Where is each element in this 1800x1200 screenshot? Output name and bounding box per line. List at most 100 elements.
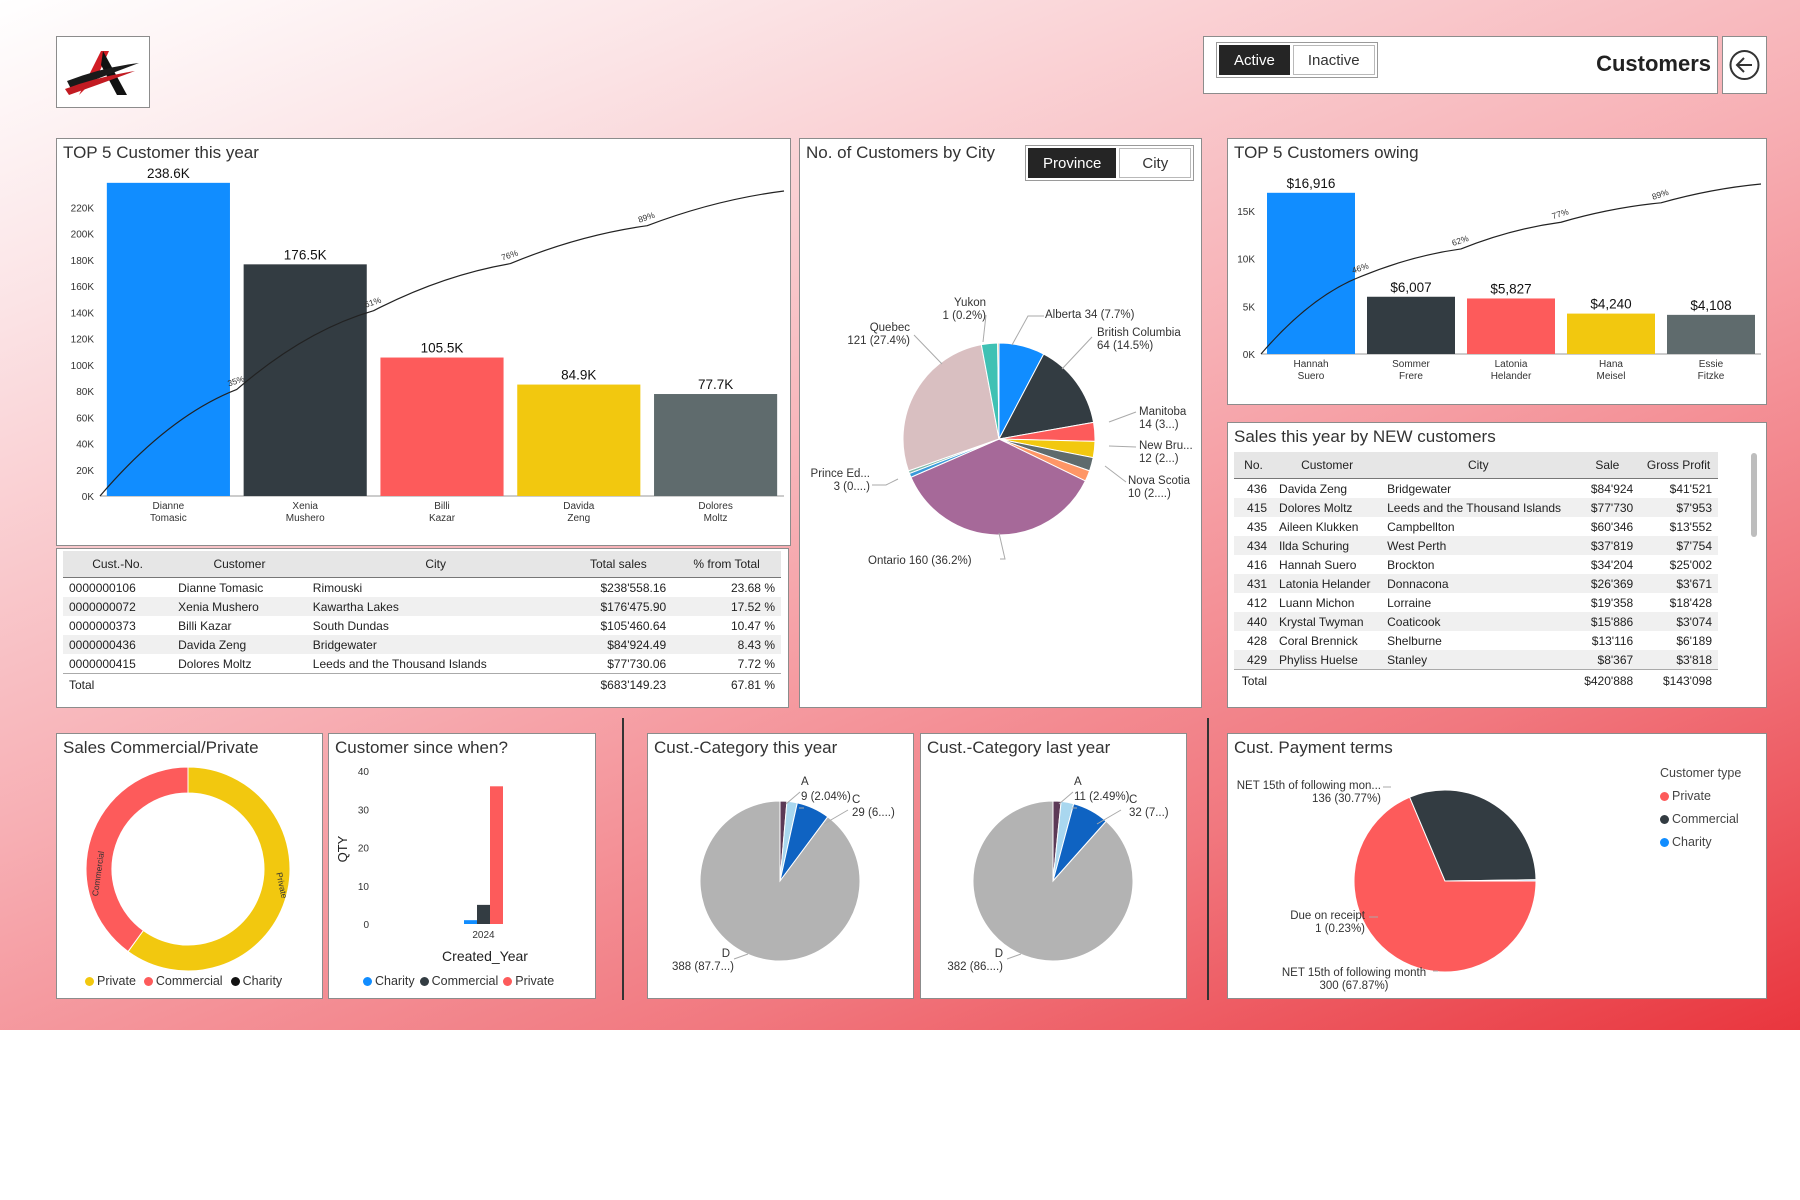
back-button[interactable] [1722,36,1767,94]
top5-pareto-line [99,190,785,497]
table-scrollbar[interactable] [1751,453,1757,537]
top5-col-header[interactable]: Cust.-No. [63,551,173,578]
sales-cp-slice[interactable] [85,766,189,953]
legend-commercial[interactable]: Commercial [143,974,223,988]
owing-bar[interactable] [1467,298,1555,354]
table-row[interactable]: 429 Phyliss Huelse Stanley $8'367 $3'818 [1234,650,1718,670]
sales-cp-slice[interactable] [127,766,291,972]
payment-slice[interactable] [1408,789,1537,882]
legend-commercial[interactable]: Commercial [1660,808,1741,831]
city-title: No. of Customers by City [806,143,995,162]
new-cell: Coaticook [1381,612,1576,631]
top5-cell: 8.43 % [672,635,781,654]
top5-bar[interactable] [106,182,230,496]
since-bar-charity[interactable] [464,920,477,924]
new-total-cell [1381,669,1576,692]
owing-bar[interactable] [1267,192,1355,354]
new-col-header[interactable]: Sale [1575,452,1640,479]
top5-table: Cust.-No. Customer City Total sales% from T… [63,551,781,696]
y-tick-label: 80K [76,387,94,398]
new-cell: Phyliss Huelse [1273,650,1382,670]
new-col-header[interactable]: City [1381,452,1576,479]
new-customers-table: No. Customer City Sale Gross Profit 436 David… [1234,452,1718,692]
leader-line [823,809,849,825]
new-col-header[interactable]: Customer [1273,452,1382,479]
separator-left [622,718,624,1000]
owing-bar[interactable] [1567,313,1655,354]
legend-private[interactable]: Private [1660,785,1741,808]
top5-cell: 17.52 % [672,597,781,616]
payment-slice[interactable] [1444,879,1537,882]
callout-b: 9 (2.04%) [801,791,851,803]
table-row[interactable]: 416 Hannah Suero Brockton $34'204 $25'002 [1234,555,1718,574]
leader-line [1108,445,1137,448]
owing-bar[interactable] [1667,314,1755,354]
table-row[interactable]: 0000000436 Davida Zeng Bridgewater $84'924.… [63,635,781,654]
top5-bar[interactable] [654,394,778,496]
since-bar-commercial[interactable] [477,904,490,924]
cat-last-slice[interactable] [972,800,1134,962]
top5-col-header[interactable]: % from Total [672,551,781,578]
sales-cp-panel: Sales Commercial/Private Commercial Priva… [56,733,323,999]
active-button[interactable]: Active [1219,45,1290,75]
city-slice[interactable] [910,438,1087,536]
city-slice[interactable] [997,342,1000,440]
table-row[interactable]: 436 Davida Zeng Bridgewater $84'924 $41'521 [1234,479,1718,499]
table-row[interactable]: 428 Coral Brennick Shelburne $13'116 $6'189 [1234,631,1718,650]
new-customers-panel: Sales this year by NEW customers No. Cust… [1227,422,1767,708]
payment-panel: Cust. Payment terms NET 15th of followin… [1227,733,1767,999]
callout-a: A [1074,776,1082,788]
city-slice[interactable] [998,353,1095,440]
top5-total-cell: 67.81 % [672,673,781,696]
top5-bar[interactable] [517,384,641,496]
top5-col-header[interactable]: Customer [172,551,307,578]
new-cell: Brockton [1387,557,1435,572]
leader-line [1006,953,1022,960]
legend-private[interactable]: Private [503,974,554,988]
table-row[interactable]: 440 Krystal Twyman Coaticook $15'886 $3'074 [1234,612,1718,631]
table-row[interactable]: 431 Latonia Helander Donnacona $26'369 $3'67… [1234,574,1718,593]
new-col-header[interactable]: No. [1234,452,1274,479]
top5-col-header[interactable]: Total sales [564,551,673,578]
table-row[interactable]: 434 Ilda Schuring West Perth $37'819 $7'754 [1234,536,1718,555]
table-row[interactable]: 435 Aileen Klukken Campbellton $60'346 $13'5… [1234,517,1718,536]
city-slice[interactable] [902,344,1000,472]
since-bar-private[interactable] [490,786,503,924]
new-col-header[interactable]: Gross Profit [1639,452,1718,479]
legend-private[interactable]: Private [85,974,136,988]
legend-charity[interactable]: Charity [363,974,415,988]
table-row[interactable]: 0000000373 Billi Kazar South Dundas $105'46… [63,616,781,635]
owing-data-label: $6,007 [1390,280,1431,295]
owing-pareto-label: 89% [1651,187,1671,202]
table-row[interactable]: 0000000415 Dolores Moltz Leeds and the Tho… [63,654,781,674]
top5-year-panel: TOP 5 Customer this year 0K 20K 40K 60K 80K 1… [56,138,791,546]
table-row[interactable]: 412 Luann Michon Lorraine $19'358 $18'428 [1234,593,1718,612]
owing-bar[interactable] [1367,296,1455,354]
cat-this-slice[interactable] [699,800,861,962]
x-tick-label: Hannah [1293,359,1328,370]
legend-charity[interactable]: Charity [230,974,282,988]
new-cell: Shelburne [1387,633,1442,648]
top5-bar[interactable] [243,264,367,496]
legend-commercial[interactable]: Commercial [419,974,498,988]
leader-line [785,791,801,805]
table-row[interactable]: 415 Dolores Moltz Leeds and the Thousand I… [1234,498,1718,517]
callout-nova-scotia: Nova Scotia 10 (2....) [1128,475,1191,500]
province-button[interactable]: Province [1028,148,1117,178]
new-cell: 428 [1247,633,1268,648]
x-tick-label: Frere [1399,371,1423,382]
inactive-button[interactable]: Inactive [1292,45,1375,75]
table-row[interactable]: 0000000106 Dianne Tomasic Rimouski $238'558… [63,578,781,598]
legend-charity[interactable]: Charity [1660,831,1741,854]
new-cell: Dolores Moltz [1273,498,1382,517]
city-button[interactable]: City [1119,148,1192,178]
leader-line [1058,791,1074,805]
x-tick-label: Dolores [698,501,732,512]
new-cell: $7'754 [1639,536,1718,555]
table-row[interactable]: 0000000072 Xenia Mushero Kawartha Lakes $17… [63,597,781,616]
payment-slice[interactable] [1353,796,1537,973]
top5-col-header[interactable]: City [306,551,565,578]
leader-line [1108,411,1137,423]
top5-bar[interactable] [380,357,504,496]
